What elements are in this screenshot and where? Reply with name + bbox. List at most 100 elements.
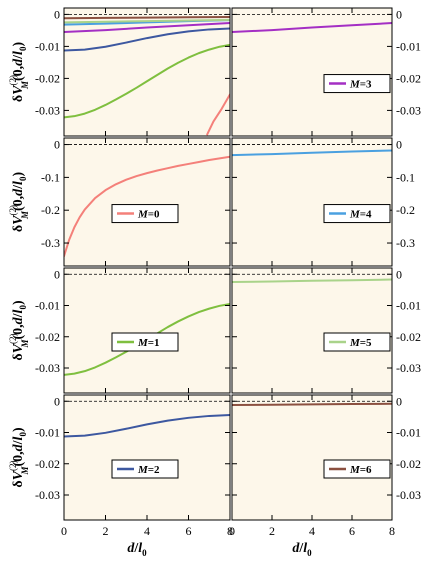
y-title-l: l <box>11 436 26 440</box>
panel-frame <box>231 394 393 521</box>
x-axis-title: d/l0 <box>127 541 147 558</box>
y-tick-label: -0.03 <box>35 488 60 502</box>
y-tick-label: -0.01 <box>396 39 421 53</box>
y-title-subscript: M <box>20 210 30 220</box>
y-tick-label: -0.03 <box>396 103 421 117</box>
x-tick-label: 6 <box>349 524 355 538</box>
series-line-M2 <box>64 27 230 52</box>
y-title-l: l <box>11 181 26 185</box>
panel-m0-panel: 0 -0.1 -0.2 -0.3 M=0 <box>41 137 231 267</box>
y-tick-label: -0.01 <box>35 299 60 313</box>
y-title-V: V <box>11 469 26 480</box>
x-title-slash: / <box>133 541 139 556</box>
y-title-args-open: (0, <box>11 196 26 211</box>
panel-frame <box>231 137 393 267</box>
legend-box <box>111 332 179 352</box>
y-tick-label: -0.03 <box>396 488 421 502</box>
y-axis-title: δV(2) M(0,d/l0) <box>8 427 30 488</box>
series-group <box>64 414 230 438</box>
series-line-M1 <box>64 43 230 119</box>
x-tick-label: 4 <box>144 524 150 538</box>
legend-label: M=2 <box>137 464 160 476</box>
panel-m1-panel: 0 -0.01 -0.02 -0.03 M=1 <box>35 267 231 394</box>
y-tick-label: -0.01 <box>396 299 421 313</box>
panel-frame <box>63 267 231 394</box>
y-tick-label: -0.01 <box>396 426 421 440</box>
y-title-subscript: M <box>20 339 30 349</box>
y-tick-label: -0.02 <box>35 457 60 471</box>
y-title-l: l <box>11 51 26 55</box>
legend-M2: M=2 <box>111 459 179 479</box>
y-title-superscript: (2) <box>8 461 18 472</box>
panels-layer: 0-0.01-0.02-0.030-0.01-0.02-0.03M=30-0.1… <box>35 7 421 538</box>
x-title-d: d <box>292 541 300 556</box>
legend-label: M=4 <box>349 209 372 221</box>
legend-label-var: M <box>349 79 361 91</box>
series-group <box>232 149 392 157</box>
y-title-V: V <box>11 342 26 353</box>
series-group <box>232 22 392 33</box>
y-tick-label: 0 <box>396 267 402 281</box>
legend-label-var: M <box>137 464 149 476</box>
legend-M6: M=6 <box>323 459 391 479</box>
x-title-subscript: 0 <box>307 548 312 558</box>
legend-label-eq: =1 <box>148 337 160 349</box>
y-title-slash: / <box>11 439 26 445</box>
series-line-M0 <box>64 155 230 258</box>
y-title-close: ) <box>11 427 26 432</box>
y-title-d: d <box>11 443 26 451</box>
y-title-slash: / <box>11 184 26 190</box>
y-tick-label: 0 <box>396 394 402 408</box>
legend-box <box>323 204 391 224</box>
y-tick-label: -0.03 <box>35 361 60 375</box>
y-title-slash: / <box>11 54 26 60</box>
plot-background <box>64 138 230 266</box>
plot-background <box>232 8 392 136</box>
legend-label: M=6 <box>349 464 372 476</box>
y-title-l: l <box>11 309 26 313</box>
y-title-l-subscript: 0 <box>18 305 28 310</box>
legend-box <box>323 74 391 94</box>
x-tick-label: 2 <box>269 524 275 538</box>
x-title-l: l <box>138 541 142 556</box>
y-tick-label: -0.02 <box>35 71 60 85</box>
plot-background <box>64 395 230 520</box>
panel-top-left: 0 -0.01 -0.02 -0.03 <box>35 7 231 137</box>
y-tick-label: 0 <box>54 267 60 281</box>
plot-background <box>64 268 230 393</box>
y-tick-label: 0 <box>54 7 60 21</box>
y-tick-label: -0.02 <box>396 330 421 344</box>
y-title-d: d <box>11 316 26 324</box>
legend-label-eq: =3 <box>360 79 372 91</box>
legend-label-eq: =6 <box>360 464 372 476</box>
y-title-V: V <box>11 214 26 225</box>
y-tick-label: -0.02 <box>396 457 421 471</box>
series-group <box>232 402 392 406</box>
series-line-M3 <box>232 22 392 33</box>
y-tick-label: -0.1 <box>396 170 415 184</box>
y-tick-label: -0.3 <box>41 236 60 250</box>
legend-label-eq: =2 <box>148 464 160 476</box>
y-title-V: V <box>11 84 26 95</box>
series-line-M6 <box>232 402 392 406</box>
x-tick-label: 8 <box>389 524 395 538</box>
y-tick-label: -0.02 <box>35 330 60 344</box>
y-axis-title: δV(2) M(0,d/l0) <box>8 42 30 103</box>
legend-label: M=5 <box>349 337 372 349</box>
y-title-close: ) <box>11 42 26 47</box>
y-tick-label: -0.2 <box>41 203 60 217</box>
y-tick-label: 0 <box>54 138 60 152</box>
x-axis-title: d/l0 <box>292 541 312 558</box>
legend-M3: M=3 <box>323 74 391 94</box>
y-tick-label: 0 <box>396 7 402 21</box>
y-title-superscript: (2) <box>8 75 18 86</box>
y-title-subscript: M <box>20 466 30 476</box>
y-tick-label: -0.01 <box>35 426 60 440</box>
y-title-subscript: M <box>20 80 30 90</box>
series-group <box>64 155 230 258</box>
legend-label-var: M <box>349 464 361 476</box>
series-group <box>232 278 392 284</box>
legend-box <box>111 204 179 224</box>
x-title-subscript: 0 <box>142 548 147 558</box>
x-tick-label: 0 <box>229 524 235 538</box>
